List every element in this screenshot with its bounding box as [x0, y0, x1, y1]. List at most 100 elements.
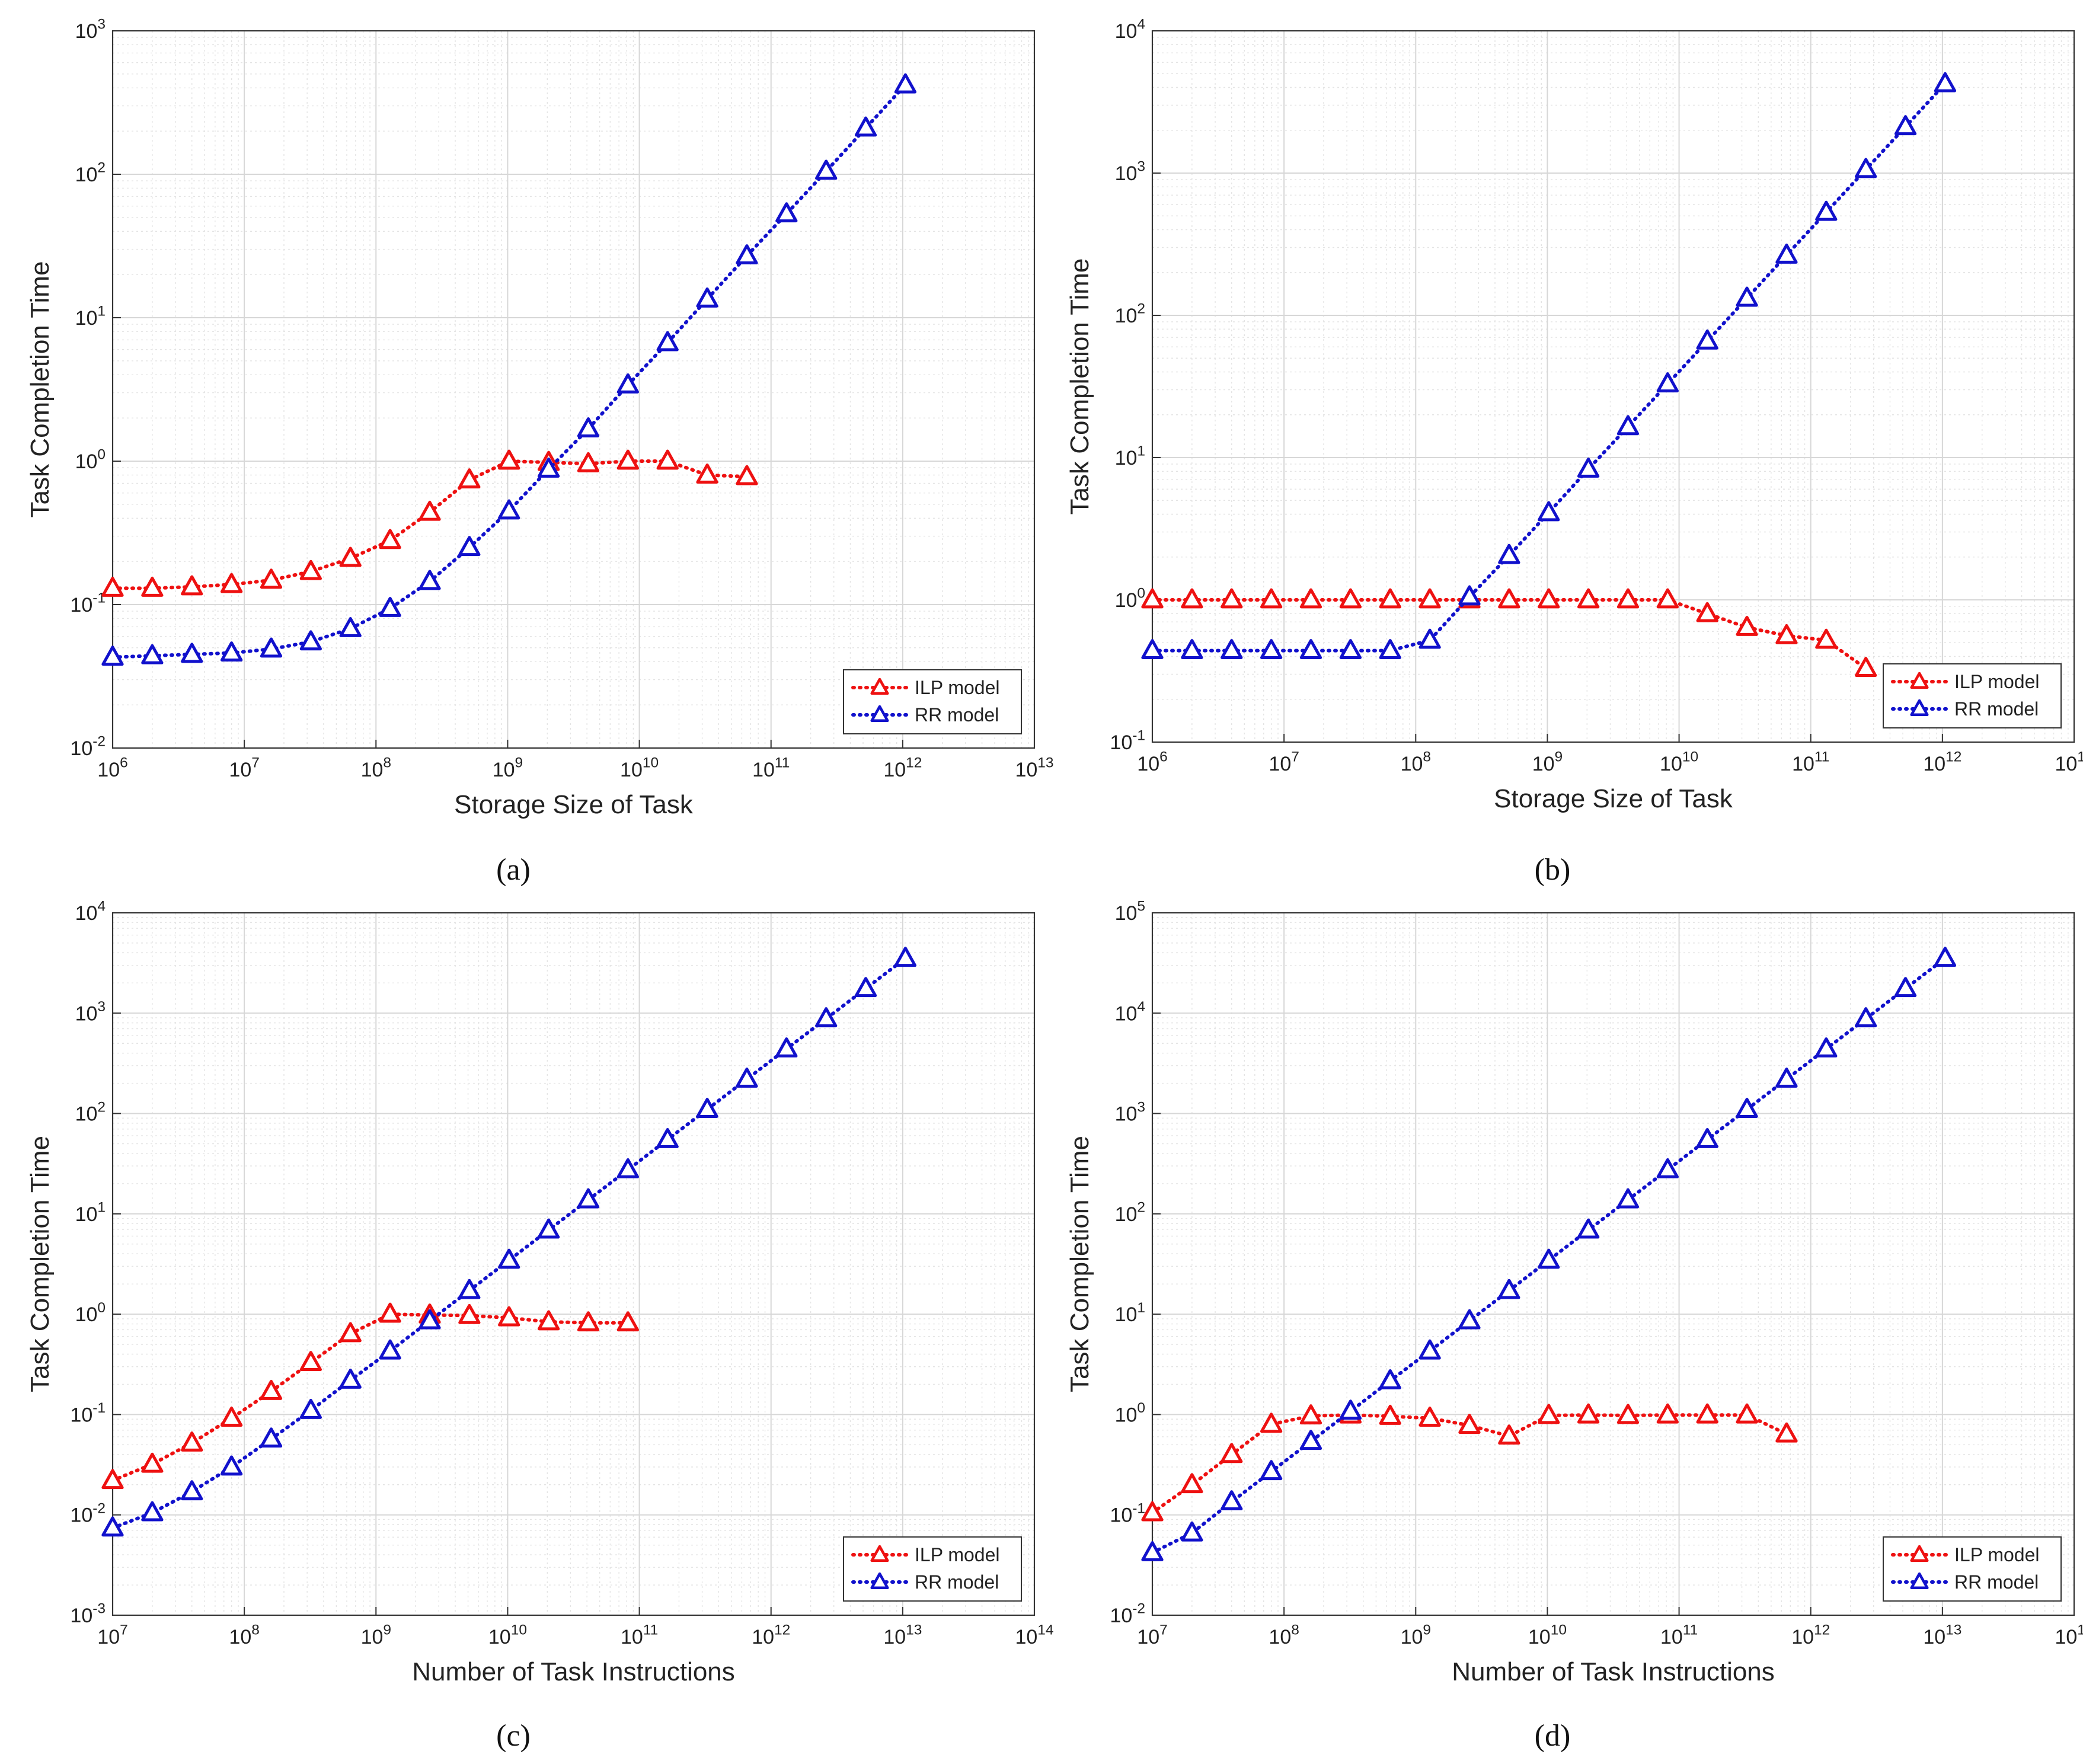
ilp-model-marker [1221, 1443, 1243, 1463]
ilp-model-marker [1656, 1403, 1679, 1424]
legend-box [843, 1536, 1022, 1602]
ilp-model-marker [260, 1379, 283, 1400]
rr-model-marker [1181, 639, 1203, 659]
x-tick-label: 1010 [620, 755, 659, 781]
x-tick-label: 1011 [1792, 749, 1829, 775]
rr-model-marker [616, 373, 639, 394]
legend-label: RR model [915, 1571, 999, 1593]
rr-model-marker [1934, 947, 1957, 967]
ilp-model-marker [1696, 1403, 1718, 1424]
rr-model-marker [498, 1248, 520, 1269]
ilp-model-marker [1736, 1403, 1758, 1424]
ilp-model-marker [181, 575, 203, 596]
plot-background [113, 913, 1034, 1615]
rr-model-marker [1339, 639, 1362, 659]
y-tick-label: 105 [1115, 899, 1145, 925]
x-tick-label: 107 [1269, 749, 1299, 775]
y-tick-label: 101 [75, 1200, 106, 1226]
rr-model-marker [1379, 1369, 1401, 1389]
legend-marker [870, 705, 889, 723]
rr-model-marker [498, 499, 520, 520]
rr-model-marker [1379, 639, 1401, 659]
legend-label: ILP model [1954, 1544, 2040, 1565]
x-tick-label: 106 [1137, 749, 1167, 775]
x-tick-label: 1011 [621, 1622, 658, 1648]
rr-model-line [111, 956, 908, 1530]
rr-model-marker [141, 644, 164, 664]
x-tick-label: 108 [361, 755, 391, 781]
rr-model-marker [1419, 1339, 1441, 1360]
x-tick-label: 107 [97, 1622, 127, 1648]
rr-model-marker [537, 457, 560, 478]
ilp-model-marker [1736, 616, 1758, 636]
legend-label: ILP model [915, 677, 1000, 698]
legend-label: RR model [915, 704, 999, 726]
ilp-model-marker [101, 576, 124, 597]
ilp-model-marker [1538, 1404, 1560, 1424]
rr-model-marker [1498, 544, 1520, 564]
y-tick-label: 102 [1115, 301, 1145, 327]
y-tick-label: 103 [75, 17, 106, 43]
legend-box [843, 669, 1022, 734]
y-tick-label: 10-1 [1110, 728, 1145, 754]
y-tick-label: 100 [1115, 1400, 1145, 1426]
rr-model-marker [1538, 501, 1560, 522]
ilp-model-marker [1339, 588, 1362, 609]
ilp-model-marker [1656, 588, 1679, 609]
rr-model-marker [616, 1158, 639, 1178]
ilp-model-marker [1775, 1422, 1798, 1443]
rr-model-marker [1577, 1218, 1600, 1239]
ilp-model-marker [299, 560, 322, 580]
ilp-model-marker [498, 449, 520, 470]
y-tick-label: 100 [75, 1300, 106, 1326]
ilp-model-marker [458, 468, 481, 489]
rr-model-marker [339, 1368, 362, 1389]
rr-model-marker [1181, 1521, 1203, 1542]
y-tick-label: 102 [75, 160, 106, 186]
rr-model-marker [1934, 72, 1957, 92]
legend-marker [870, 1545, 889, 1562]
ilp-model-marker [299, 1351, 322, 1372]
rr-model-marker [1458, 1309, 1481, 1330]
x-tick-label: 1013 [1923, 1622, 1961, 1648]
rr-model-line [1151, 82, 1947, 653]
ilp-model-marker [1379, 588, 1401, 609]
plot-background [1152, 31, 2074, 742]
minor-grid [113, 913, 1034, 1615]
x-tick-label: 1013 [883, 1622, 922, 1648]
legend-label: ILP model [1954, 671, 2040, 692]
ilp-model-marker [1419, 588, 1441, 609]
rr-model-marker [458, 536, 481, 557]
rr-model-marker [379, 1339, 401, 1360]
ilp-model-marker [1577, 1403, 1600, 1424]
legend: ILP model RR model [1883, 1536, 2062, 1602]
ilp-model-marker [1616, 1404, 1640, 1424]
rr-model-marker [1656, 1158, 1679, 1178]
rr-model-marker [418, 570, 441, 590]
x-axis-label: Number of Task Instructions [1452, 1657, 1775, 1686]
chart-panel-a: 106 107 108 109 1010 1011 1012 1013 10-2 10-1 100 1… [25, 17, 1054, 819]
ilp-model-marker [1260, 1413, 1283, 1433]
rr-model-marker [1894, 977, 1917, 998]
chart-panel-d: 107 108 109 1010 1011 1012 1013 1014 10-2 10-1 100… [1065, 899, 2083, 1686]
ilp-model-marker [1260, 588, 1283, 609]
rr-model-marker [1458, 585, 1481, 606]
x-tick-label: 108 [1269, 1622, 1299, 1648]
ilp-model-marker [1419, 1407, 1441, 1427]
y-axis-label: Task Completion Time [1065, 258, 1094, 515]
rr-model-marker [656, 1128, 679, 1148]
y-tick-label: 101 [75, 303, 106, 330]
axes-box [1151, 30, 2075, 743]
ilp-model-marker [736, 465, 758, 485]
rr-model-marker [299, 630, 322, 651]
rr-model-marker [141, 1501, 164, 1522]
y-tick-label: 101 [1115, 443, 1145, 469]
ilp-model-marker [101, 1469, 124, 1490]
y-axis-label: Task Completion Time [1065, 1136, 1094, 1392]
rr-model-marker [1141, 639, 1164, 659]
x-tick-label: 109 [361, 1622, 391, 1648]
x-tick-label: 1014 [1015, 1622, 1053, 1648]
y-tick-label: 102 [1115, 1200, 1145, 1226]
rr-model-marker [1855, 1007, 1877, 1028]
ilp-model-marker [656, 449, 679, 470]
